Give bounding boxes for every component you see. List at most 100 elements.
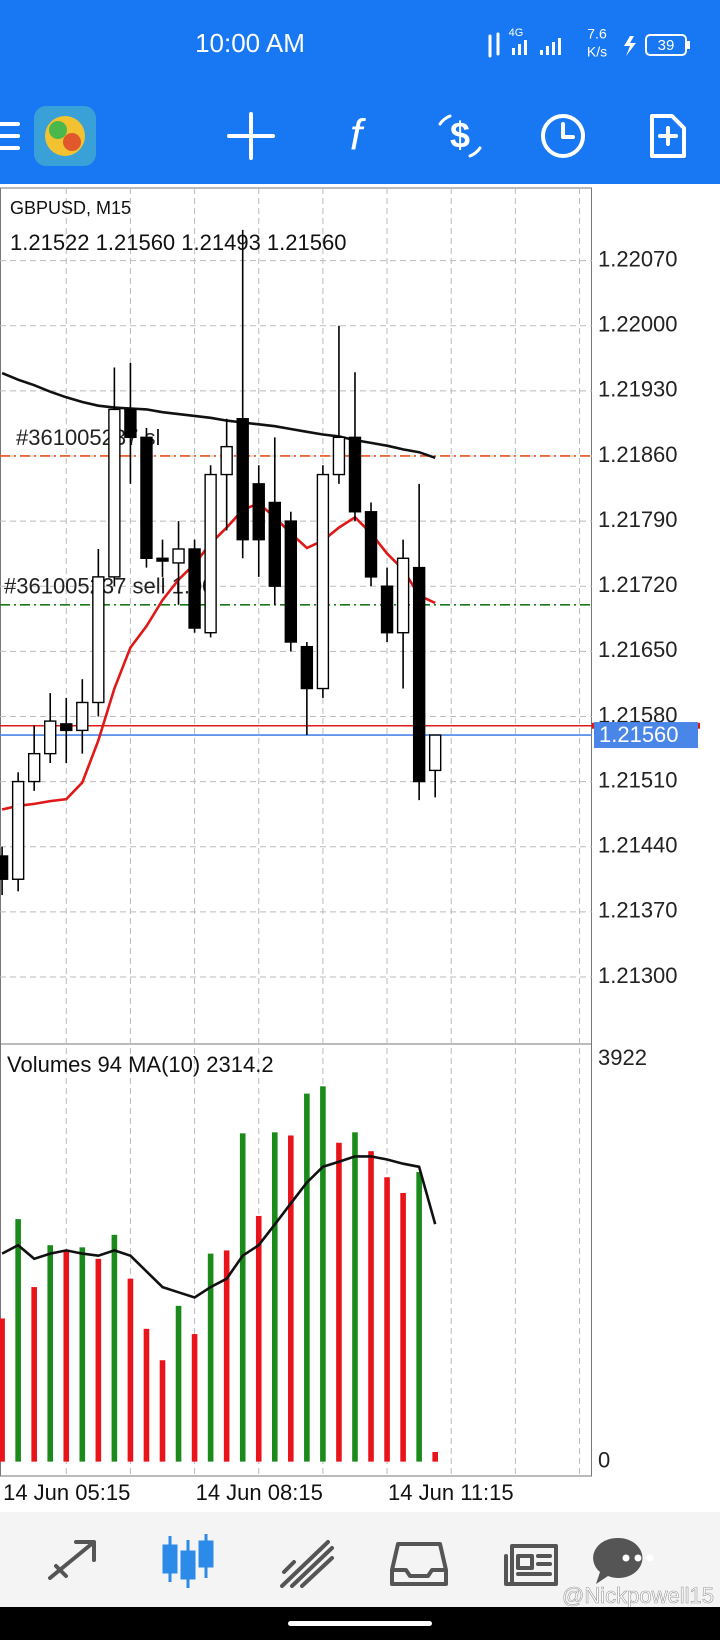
home-indicator[interactable] — [288, 1621, 432, 1626]
chart-frame — [0, 187, 592, 1477]
volume-bar — [400, 1192, 406, 1462]
candle-body — [268, 501, 281, 587]
candle-body — [220, 445, 233, 476]
header-bg — [0, 0, 720, 184]
history-tab[interactable] — [390, 1542, 448, 1586]
bottom-nav-icons[interactable] — [48, 1534, 654, 1588]
volume-bar — [95, 1258, 102, 1462]
speed: 7.6 — [587, 26, 607, 42]
volume-bar — [336, 1142, 342, 1462]
speed-unit: K/s — [587, 44, 607, 60]
volume-bar — [255, 1215, 262, 1462]
volume-bar — [288, 1135, 294, 1462]
y-tick-label: 0 — [598, 1447, 610, 1472]
y-tick-label: 1.21300 — [598, 963, 678, 988]
volume-bar — [143, 1328, 150, 1462]
indicator-line — [1, 1155, 437, 1299]
candle-body — [44, 720, 57, 755]
candle-body — [0, 855, 9, 880]
indicator-line — [1, 501, 436, 811]
candle-body — [428, 734, 442, 772]
y-tick-label: 1.21650 — [598, 637, 678, 662]
x-tick-label: 14 Jun 08:15 — [196, 1480, 323, 1505]
news-tab[interactable] — [504, 1544, 558, 1586]
y-tick-label: 1.21720 — [598, 572, 678, 597]
svg-text:$: $ — [450, 115, 470, 156]
volume-bar — [368, 1151, 374, 1462]
trade-tab[interactable] — [280, 1540, 334, 1588]
menu-button[interactable] — [0, 122, 20, 150]
candle-body — [108, 408, 121, 578]
clock: 10:00 AM — [195, 28, 305, 58]
chart-title: GBPUSD, M15 — [10, 198, 131, 218]
candle-body — [27, 752, 41, 783]
y-tick-label: 3922 — [598, 1045, 647, 1070]
new-order-button[interactable] — [650, 114, 686, 158]
y-tick-label: 1.21440 — [598, 833, 678, 858]
candle-body — [92, 576, 105, 704]
volume-bar — [175, 1305, 182, 1462]
candle-body — [332, 436, 346, 476]
candle-body — [284, 520, 298, 643]
candle-body — [140, 436, 153, 559]
volume-bar — [352, 1132, 358, 1462]
volume-bar — [239, 1133, 246, 1462]
price-tag-label: 1.21560 — [599, 722, 679, 747]
volume-title: Volumes 94 MA(10) 2314.2 — [7, 1052, 274, 1077]
y-tick-label: 1.21510 — [598, 767, 678, 792]
status-icons: 4G 7.6 K/s 39 — [488, 26, 690, 60]
quotes-tab[interactable] — [48, 1540, 96, 1580]
volume-bar — [416, 1172, 422, 1462]
candle-body — [316, 473, 330, 690]
candle-body — [124, 408, 137, 439]
candle-body — [11, 780, 25, 880]
candle-body — [252, 483, 265, 541]
candle-body — [204, 473, 217, 634]
volume-bar — [223, 1250, 230, 1462]
y-tick-label: 1.21790 — [598, 507, 678, 532]
history-button[interactable] — [541, 114, 585, 158]
volume-bar — [0, 1318, 5, 1462]
volume-bar — [384, 1177, 390, 1462]
candle-body — [348, 436, 362, 513]
x-tick-label: 14 Jun 05:15 — [3, 1480, 130, 1505]
y-tick-label: 1.22070 — [598, 246, 678, 271]
battery: 39 — [658, 37, 675, 54]
candle-body — [172, 548, 185, 564]
y-tick-label: 1.21370 — [598, 898, 678, 923]
candle-body — [364, 511, 378, 578]
crosshair-button[interactable] — [227, 112, 275, 160]
level-label: #361005237 sl — [16, 425, 160, 450]
volume-bar — [111, 1234, 118, 1462]
network: 4G — [509, 27, 524, 39]
volume-bar — [31, 1287, 37, 1462]
volume-bar — [127, 1278, 134, 1462]
chart-tab[interactable] — [162, 1534, 214, 1588]
ohlc-label: 1.21522 1.21560 1.21493 1.21560 — [10, 230, 346, 255]
x-tick-label: 14 Jun 11:15 — [388, 1480, 514, 1505]
volume-bar — [191, 1334, 198, 1462]
y-tick-label: 1.22000 — [598, 312, 678, 337]
candle-body — [236, 418, 249, 541]
volume-bar — [304, 1093, 310, 1462]
candle-body — [396, 557, 410, 634]
candle-body — [60, 723, 73, 732]
volume-bar — [47, 1245, 54, 1462]
y-tick-label: 1.21860 — [598, 442, 678, 467]
volume-bar — [15, 1219, 21, 1462]
candle-body — [300, 645, 314, 690]
y-tick-label: 1.21930 — [598, 377, 678, 402]
candle-body — [188, 548, 201, 629]
volume-bar — [271, 1132, 278, 1462]
volume-bar — [432, 1451, 438, 1462]
chat-tab[interactable] — [593, 1537, 654, 1584]
candle-body — [380, 585, 394, 634]
volume-bar — [79, 1247, 86, 1462]
trade-button[interactable]: $ — [438, 114, 482, 158]
candle-body — [156, 557, 169, 562]
price-tag — [594, 722, 698, 749]
volume-bar — [207, 1253, 214, 1462]
candle-body — [412, 566, 426, 783]
volume-bar — [320, 1086, 326, 1462]
